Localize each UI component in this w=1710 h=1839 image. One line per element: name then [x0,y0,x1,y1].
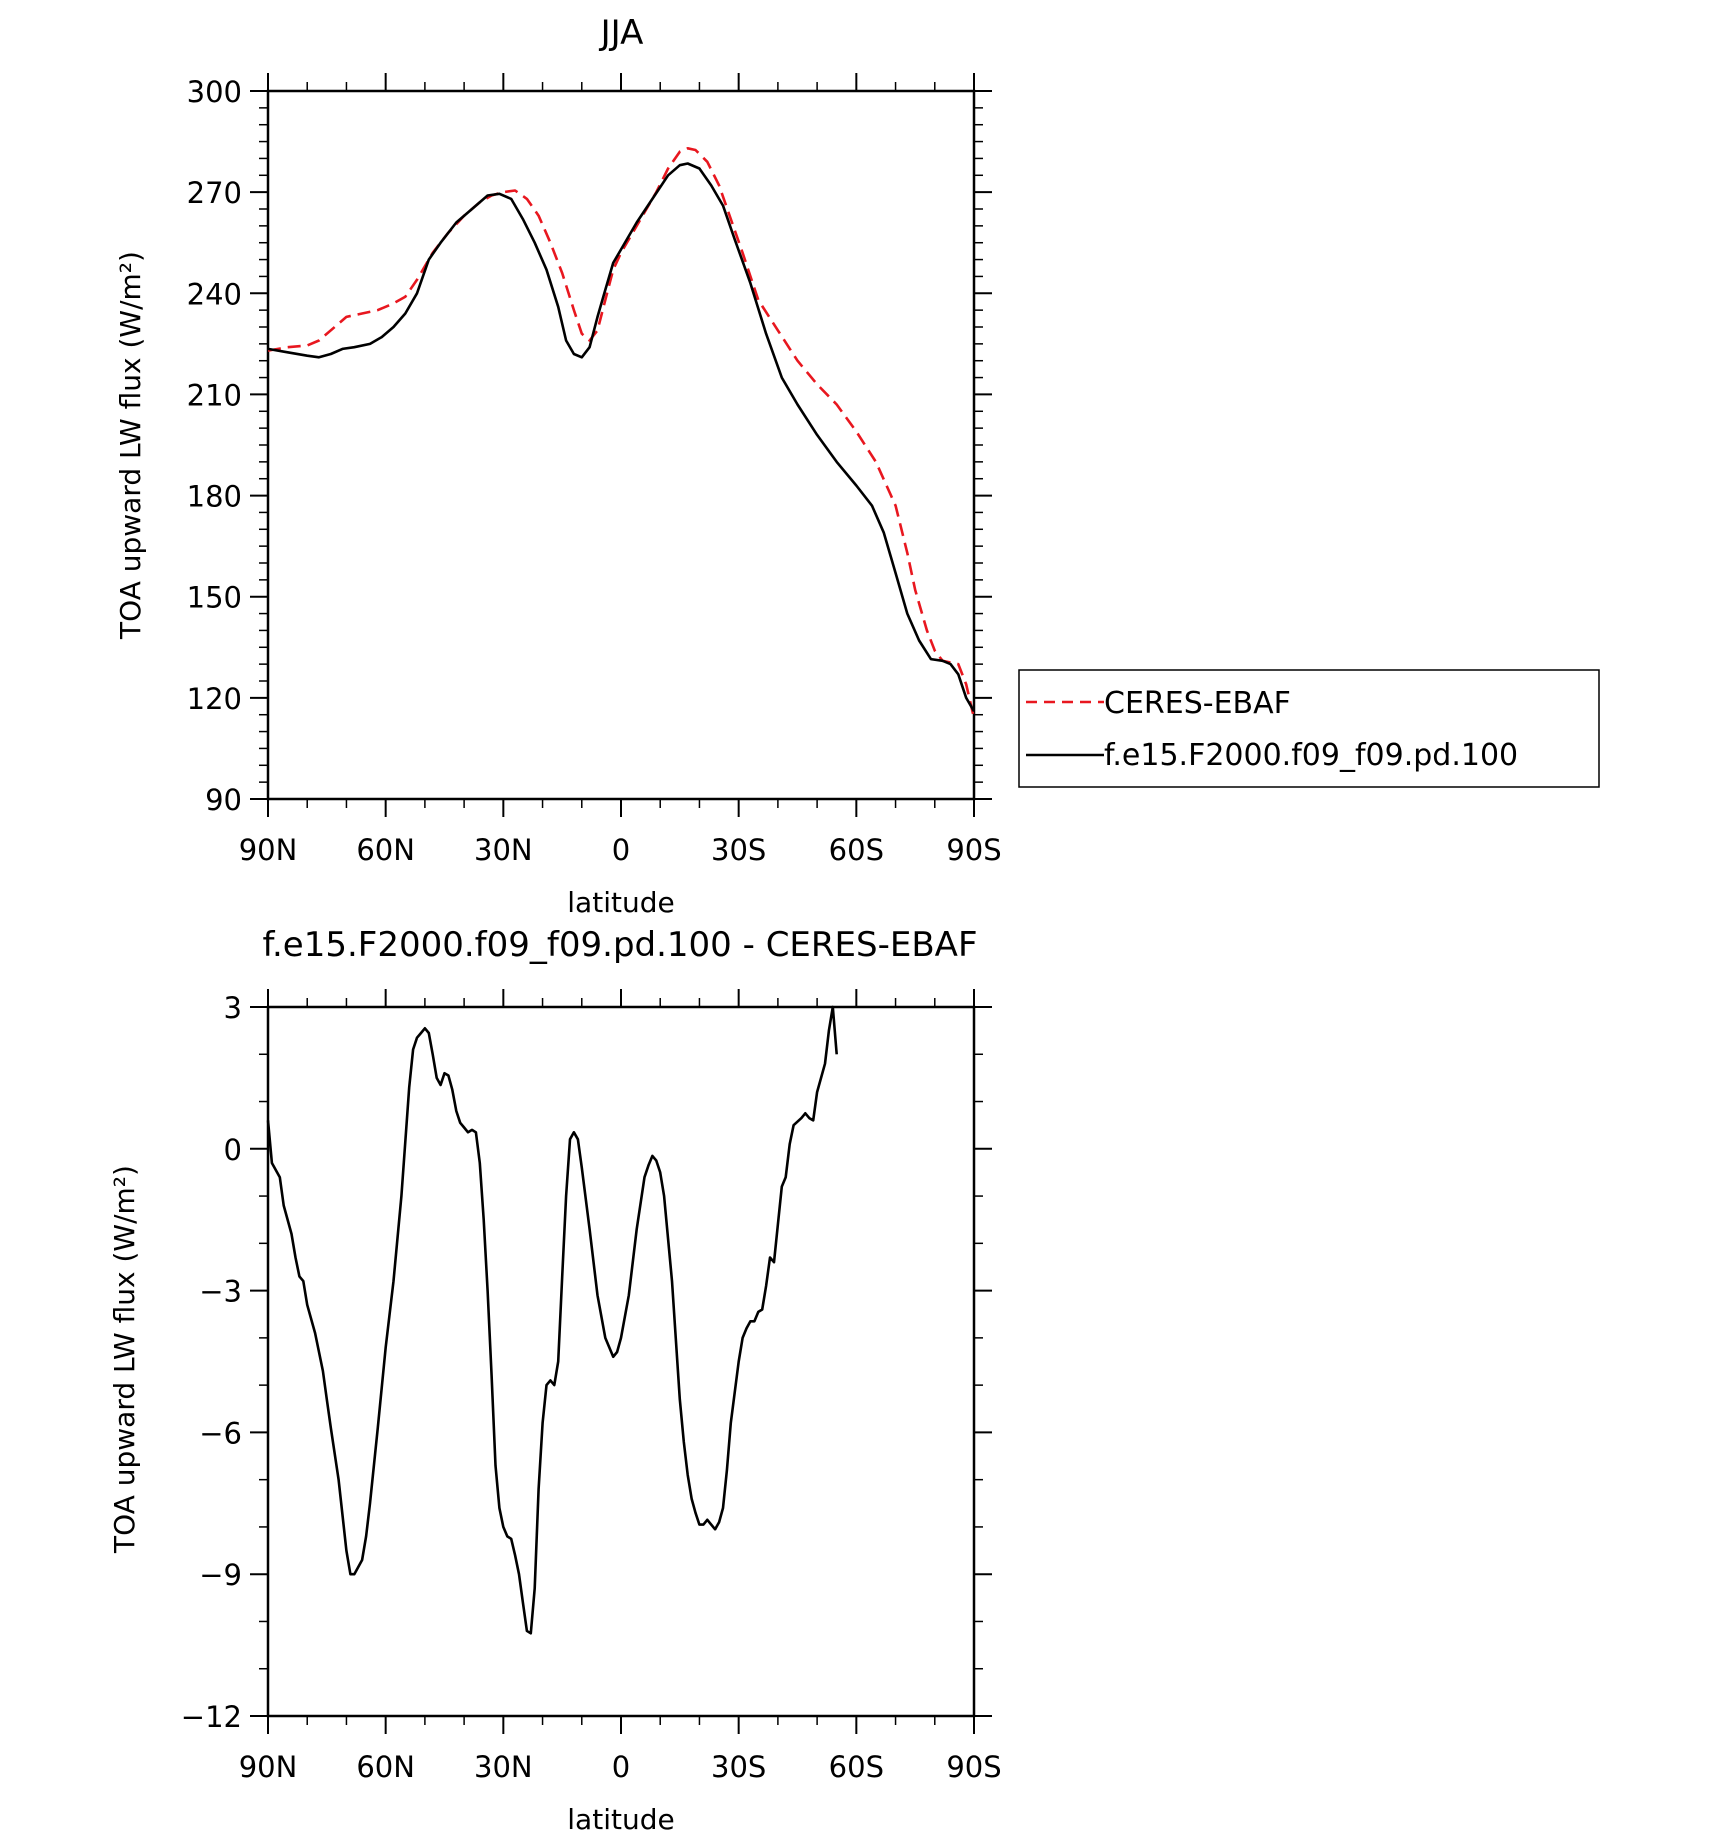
bottom-plot-frame [266,1005,976,1718]
bottom-xlabel: latitude [567,1803,674,1836]
top-ytick-label: 150 [187,581,242,615]
top-xtick-label: 30N [474,833,533,867]
bottom-xtick-label: 60S [829,1750,884,1784]
legend-label-ceres: CERES-EBAF [1104,686,1291,721]
bottom-xtick-label: 0 [612,1750,630,1784]
bottom-series-layer [266,1005,838,1635]
legend-label-model: f.e15.F2000.f09_f09.pd.100 [1104,738,1518,773]
top-ytick-label: 240 [187,277,242,311]
bottom-panel: f.e15.F2000.f09_f09.pd.100 - CERES-EBAF … [108,925,1002,1836]
top-ytick-label: 270 [187,176,242,210]
top-xtick-label: 0 [612,833,630,867]
bottom-ytick-label: −9 [199,1558,242,1592]
top-ytick-label: 210 [187,378,242,412]
bottom-ytick-label: −12 [181,1700,242,1734]
top-ytick-label: 120 [187,682,242,716]
top-series-layer [267,147,976,719]
top-xlabel: latitude [567,886,674,919]
top-series-f-e15-f2000-f09-f09-pd-100-line [267,162,976,712]
top-ytick-label: 180 [187,480,242,514]
top-xtick-label: 90S [946,833,1001,867]
top-xtick-label: 30S [711,833,766,867]
bottom-ytick-label: 0 [224,1133,242,1167]
bottom-panel-gridticks: −12 −9 −6 −3 0 3 90N 60N 30N 0 30S 60S 90S [181,989,1002,1784]
bottom-xtick-label: 60N [356,1750,415,1784]
top-ytick-label: 90 [205,783,242,817]
top-series-ceres-ebaf-line [267,147,976,719]
top-plot-frame [266,89,976,801]
top-ylabel: TOA upward LW flux (W/m²) [114,251,147,640]
top-xtick-label: 60S [829,833,884,867]
bottom-ytick-label: 3 [224,991,242,1025]
bottom-series-difference-line [266,1005,838,1635]
bottom-xtick-label: 30S [711,1750,766,1784]
top-panel-title: JJA [599,13,644,53]
bottom-ytick-label: −6 [199,1416,242,1450]
top-xtick-label: 90N [239,833,298,867]
top-panel: JJA 90 120 150 180 210 240 270 300 90N 60N 30N 0 30S… [114,13,1600,919]
legend: CERES-EBAF f.e15.F2000.f09_f09.pd.100 [1018,669,1600,788]
top-xtick-label: 60N [356,833,415,867]
bottom-ytick-label: −3 [199,1275,242,1309]
bottom-panel-title: f.e15.F2000.f09_f09.pd.100 - CERES-EBAF [262,925,977,965]
bottom-xtick-label: 30N [474,1750,533,1784]
top-ytick-label: 300 [187,75,242,109]
bottom-xtick-label: 90S [946,1750,1001,1784]
legend-box [1018,669,1600,788]
bottom-ylabel: TOA upward LW flux (W/m²) [108,1165,141,1554]
bottom-xtick-label: 90N [239,1750,298,1784]
top-panel-gridticks: 90 120 150 180 210 240 270 300 90N 60N 30N 0 30S 60S 9… [187,73,1002,867]
